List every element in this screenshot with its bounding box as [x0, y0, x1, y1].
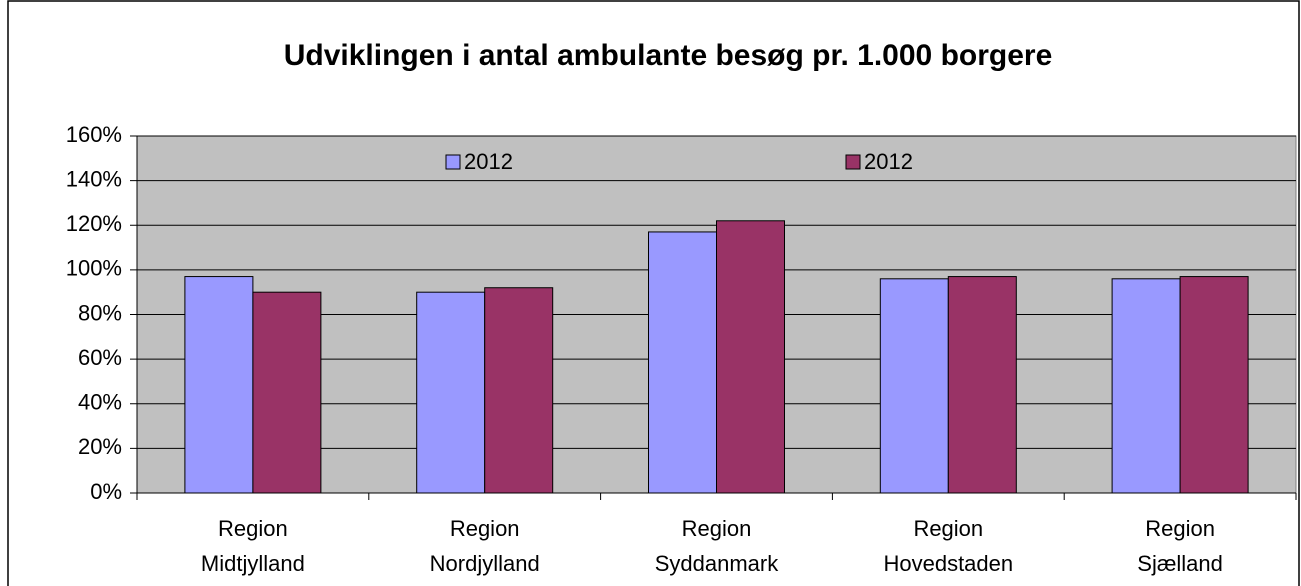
y-tick-label: 140%	[66, 166, 122, 191]
y-tick-label: 100%	[66, 256, 122, 281]
y-tick-label: 120%	[66, 211, 122, 236]
legend-swatch	[845, 154, 861, 170]
bar	[648, 231, 717, 494]
bar	[879, 278, 949, 494]
bar	[1179, 276, 1249, 494]
bar	[484, 287, 554, 494]
legend-label: 2012	[464, 149, 513, 174]
y-tick-label: 160%	[66, 122, 122, 147]
bar	[716, 220, 785, 494]
bar	[252, 291, 322, 494]
x-tick-label: Region Hovedstaden	[883, 516, 1013, 576]
legend-swatch	[445, 154, 461, 170]
bar	[184, 276, 254, 494]
bar	[1111, 278, 1181, 494]
legend-label: 2012	[864, 149, 913, 174]
x-tick-label: Region Nordjylland	[430, 516, 540, 576]
chart-title: Udviklingen i antal ambulante besøg pr. …	[284, 39, 1053, 72]
y-tick-label: 0%	[90, 479, 122, 504]
y-tick-label: 20%	[78, 434, 122, 459]
x-tick-label: Region Sjælland	[1137, 516, 1223, 576]
x-tick-label: Region Syddanmark	[655, 516, 780, 576]
bar	[947, 276, 1017, 494]
y-tick-label: 40%	[78, 390, 122, 415]
y-tick-label: 80%	[78, 300, 122, 325]
bar	[416, 291, 486, 494]
x-tick-label: Region Midtjylland	[201, 516, 305, 576]
y-tick-label: 60%	[78, 345, 122, 370]
